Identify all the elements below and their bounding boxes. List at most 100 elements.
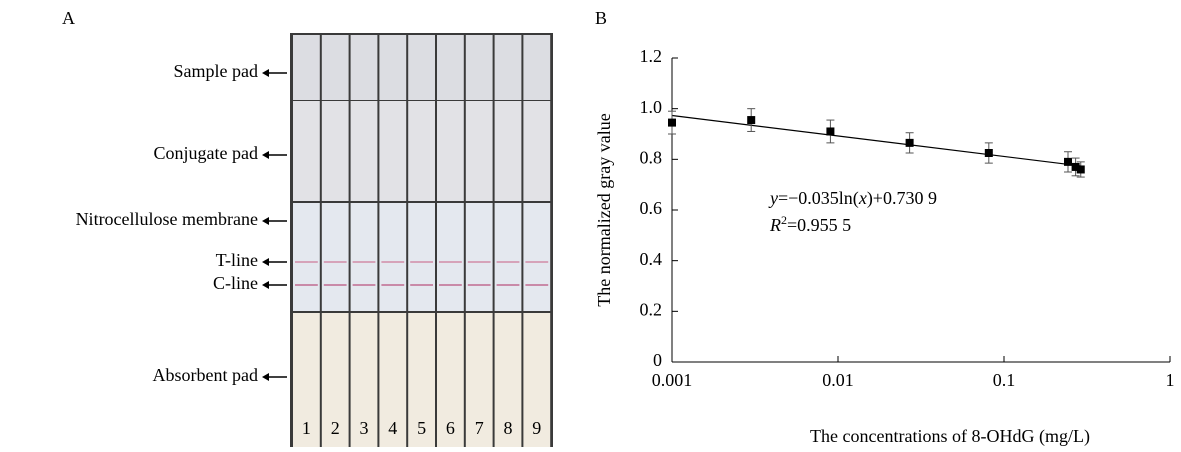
t-line-band	[467, 261, 491, 263]
c-line-band	[352, 284, 376, 286]
arrow-head	[262, 373, 269, 381]
absorbent-pad	[437, 313, 464, 447]
y-tick-label: 0.6	[640, 198, 663, 218]
equation-part: )+0.730 9	[867, 188, 937, 209]
conjugate-pad	[494, 101, 522, 201]
strip-number: 7	[475, 418, 484, 438]
data-point	[1071, 162, 1080, 171]
y-tick-label: 0.4	[640, 249, 663, 269]
sample-pad	[293, 35, 320, 100]
sample-pad	[437, 35, 464, 100]
arrow-head	[262, 258, 269, 266]
absorbent-pad	[408, 313, 435, 447]
membrane	[293, 203, 320, 311]
data-point	[747, 116, 756, 125]
membrane	[350, 203, 378, 311]
conjugate-pad	[437, 101, 464, 201]
strip-number: 9	[532, 418, 541, 438]
y-tick-label: 1.0	[640, 97, 663, 117]
conjugate-pad	[523, 101, 551, 201]
absorbent-pad	[494, 313, 522, 447]
equation: y=−0.035ln(x)+0.730 9	[768, 188, 937, 209]
strip-number: 3	[360, 418, 369, 438]
conjugate-pad	[321, 101, 349, 201]
conjugate-pad	[379, 101, 407, 201]
panel-label: B	[595, 8, 607, 28]
sample-pad	[350, 35, 378, 100]
membrane	[408, 203, 435, 311]
c-line-band	[295, 284, 318, 286]
data-point	[668, 118, 676, 127]
t-line-band	[410, 261, 433, 263]
sample-pad	[408, 35, 435, 100]
y-tick-label: 0.8	[640, 147, 663, 167]
part-label: T-line	[216, 250, 258, 270]
conjugate-pad	[293, 101, 320, 201]
absorbent-pad	[293, 313, 320, 447]
conjugate-pad	[465, 101, 493, 201]
y-tick-label: 0.2	[640, 299, 663, 319]
x-tick-label: 0.01	[822, 370, 854, 390]
fit-line	[671, 114, 1081, 167]
data-point	[905, 138, 914, 147]
membrane	[465, 203, 493, 311]
t-line-band	[323, 261, 347, 263]
part-label: Absorbent pad	[153, 365, 258, 385]
c-line-band	[525, 284, 549, 286]
arrow-head	[262, 151, 269, 159]
c-line-band	[496, 284, 520, 286]
t-line-band	[381, 261, 405, 263]
conjugate-pad	[350, 101, 378, 201]
part-label: C-line	[213, 273, 258, 293]
y-tick-label: 0	[653, 350, 662, 370]
y-tick-label: 1.2	[640, 46, 663, 66]
equation-part: y	[768, 188, 778, 208]
absorbent-pad	[523, 313, 551, 447]
sample-pad	[379, 35, 407, 100]
conjugate-pad	[408, 101, 435, 201]
t-line-band	[496, 261, 520, 263]
c-line-band	[381, 284, 405, 286]
strip-number: 8	[504, 418, 513, 438]
strip-number: 1	[302, 418, 311, 438]
t-line-band	[525, 261, 549, 263]
membrane	[437, 203, 464, 311]
absorbent-pad	[465, 313, 493, 447]
data-point	[826, 127, 835, 136]
strip-number: 2	[331, 418, 340, 438]
data-point	[984, 149, 993, 157]
membrane	[379, 203, 407, 311]
data-point	[1064, 157, 1073, 166]
panel-label: A	[62, 8, 75, 28]
x-tick-label: 0.1	[993, 370, 1016, 390]
membrane	[321, 203, 349, 311]
membrane	[523, 203, 551, 311]
c-line-band	[467, 284, 491, 286]
sample-pad	[523, 35, 551, 100]
data-point	[1076, 165, 1085, 174]
sample-pad	[494, 35, 522, 100]
absorbent-pad	[321, 313, 349, 447]
strip-number: 5	[417, 418, 426, 438]
t-line-band	[352, 261, 376, 263]
t-line-band	[439, 261, 462, 263]
r-squared-part: R	[769, 215, 781, 235]
y-axis-label: The normalized gray value	[594, 113, 614, 306]
absorbent-pad	[379, 313, 407, 447]
c-line-band	[439, 284, 462, 286]
strip-number: 4	[388, 418, 397, 438]
x-tick-label: 1	[1166, 370, 1175, 390]
r-squared: R2=0.955 5	[769, 213, 851, 235]
membrane	[494, 203, 522, 311]
arrow-head	[262, 69, 269, 77]
sample-pad	[321, 35, 349, 100]
sample-pad	[465, 35, 493, 100]
arrow-head	[262, 217, 269, 225]
strip-number: 6	[446, 418, 455, 438]
part-label: Sample pad	[174, 61, 258, 81]
equation-part: =−0.035ln(	[778, 188, 859, 209]
equation-part: x	[858, 188, 867, 208]
part-label: Conjugate pad	[154, 143, 258, 163]
strip-photo	[290, 33, 553, 447]
